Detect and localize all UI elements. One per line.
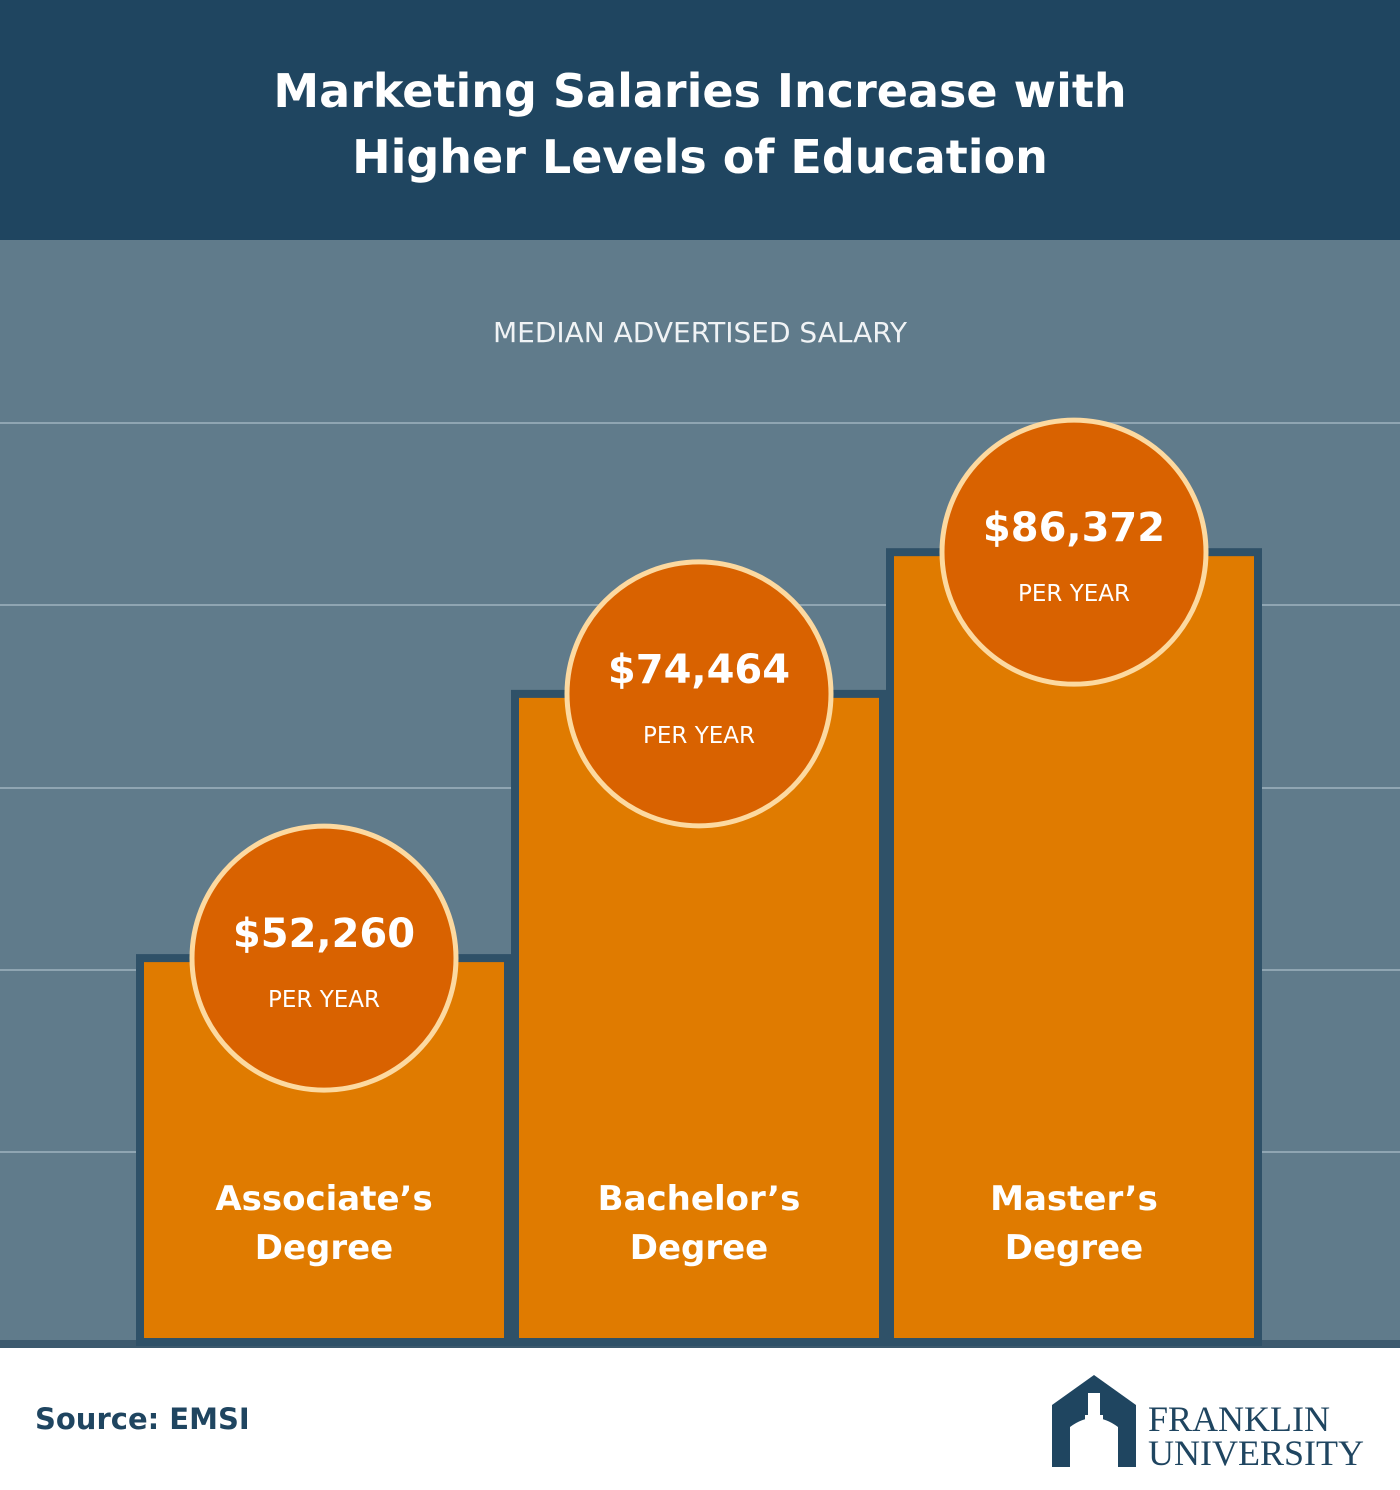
source: Source: EMSI [35,1402,250,1436]
logo-icon [1052,1375,1136,1467]
chart-subtitle: MEDIAN ADVERTISED SALARY [492,316,908,349]
value-label: $86,372 [982,505,1166,552]
category-label: Bachelor’s Degree [597,1179,801,1268]
logo-arch [1052,1375,1136,1467]
logo-text: UNIVERSITY [1148,1433,1364,1473]
value-unit: PER YEAR [268,987,380,1014]
value-badge [189,823,459,1093]
bars [136,417,1262,1347]
category-label: Associate’s Degree [215,1179,433,1268]
logo-text: FRANKLIN [1148,1399,1331,1439]
bar [511,689,887,1346]
value-label: $52,260 [232,911,416,958]
chart-title: Marketing Salaries Increase with Higher … [273,64,1127,184]
value-label: $74,464 [607,646,791,693]
logo-gap [1088,1393,1100,1415]
value-badge [939,417,1209,687]
value-unit: PER YEAR [643,722,755,749]
category-label: Master’s Degree [990,1179,1158,1268]
value-unit: PER YEAR [1018,581,1130,608]
value-badge [564,559,834,829]
header-band [0,0,1400,240]
logo-gap [1085,1415,1103,1467]
